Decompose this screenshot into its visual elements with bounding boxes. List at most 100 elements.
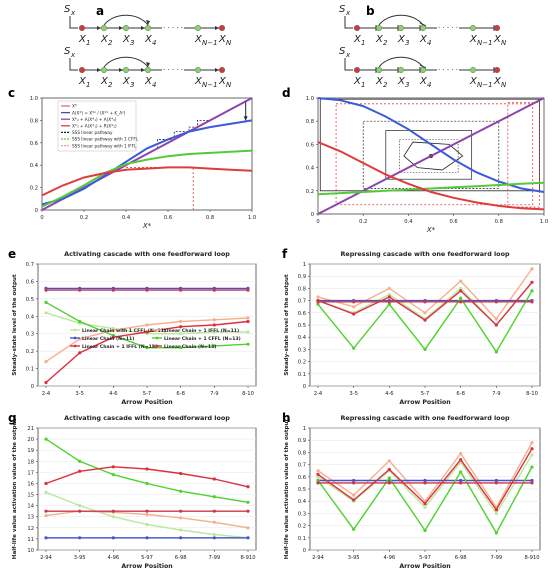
series-point [111,335,115,339]
node-label: X [419,34,428,45]
x-tick-label: 5-97 [419,555,431,561]
x-tick-label: 7-9 [210,391,218,397]
arrow-head [97,68,101,72]
x-tick-label: 5-7 [421,391,429,397]
legend-label: X*₃ + A(X*₁) + R(X*₂) [72,124,117,129]
x-tick-label: 0.8 [206,215,214,221]
series-point [246,330,250,334]
chain-ellipsis: · · · · · [438,24,458,32]
y-axis-label: Half-life value activation value of the … [284,418,290,559]
series-point [179,288,183,292]
node-label: X [353,34,362,45]
series-point [352,346,356,350]
series-point [179,528,183,532]
node-label: X [469,34,478,45]
input-label: S [339,4,346,15]
y-tick-label: 18 [27,459,34,465]
repression-bar [419,64,427,69]
x-tick-label: 8-10 [526,391,538,397]
series-point [316,300,320,304]
panel-letter-f: f [282,247,288,261]
legend-label: Linear Chain + 1 IFFL (N=13) [82,344,157,350]
cascade-node [218,25,225,32]
x-tick-label: 7-99 [490,555,502,561]
node-label: X [397,76,406,87]
x-tick-label: 6-98 [455,555,467,561]
series-point [212,536,216,540]
input-subscript: x [70,51,76,59]
x-tick-label: 5-7 [143,391,151,397]
y-tick-label: 0.9 [298,274,306,280]
y-tick-label: 0.1 [298,536,306,542]
series-point [212,509,216,513]
x-tick-label: 1.0 [540,219,548,225]
series-point [111,465,115,469]
series-point [494,481,498,485]
series-point [494,350,498,354]
x-tick-label: 8-10 [242,391,254,397]
panel-letter-b: b [366,4,375,18]
node-label: X [144,76,153,87]
series-point [44,311,48,315]
panel-letter-h: h [282,411,291,425]
series-point [179,536,183,540]
series-point [352,498,356,502]
node-subscript: N−1 [477,39,493,47]
y-tick-label: 1.0 [306,96,314,102]
series-point [246,536,250,540]
series-point [44,360,48,364]
iteration-box [385,130,473,180]
panel-letter-a: a [96,4,104,18]
feedforward-arc [378,56,424,68]
x-tick-label: 3-95 [74,555,86,561]
arrow-head [215,26,219,30]
legend-label: X*₂ + A(X*₁) + A(X*₂) [72,117,117,122]
series-point [387,300,391,304]
series-point [459,470,463,474]
y-tick-label: 10 [27,548,34,554]
series-point [246,485,250,489]
x-tick-label: 2-94 [312,555,324,561]
y-tick-label: 1.0 [30,96,38,102]
arrow-head [243,116,248,121]
series-point [530,280,534,284]
plot-g: Activating cascade with one feedforward … [12,414,257,570]
y-axis-label: Steady-state level of the output [284,274,290,376]
y-tick-label: 0.4 [306,166,315,172]
iteration-staircase [157,120,210,149]
legend-box [57,100,137,152]
series-point [423,300,427,304]
series-point [44,300,48,304]
y-tick-label: 0.2 [298,360,306,366]
series-point [316,481,320,485]
node-label: X [100,76,109,87]
series-point [78,459,82,463]
y-tick-label: 0.6 [306,142,314,148]
series-point [423,528,427,533]
series-point [145,288,149,292]
x-tick-label: 0.4 [404,219,413,225]
series-point [145,536,149,540]
x-axis-label: Arrow Position [399,399,450,406]
series-point [111,472,115,477]
x-tick-label: 2-4 [314,391,323,397]
feedforward-arc [103,56,149,68]
legend-label: Linear Chain + 1 IFFL (N=11) [164,328,239,334]
series-point [78,504,82,508]
arrow-head [141,26,145,30]
node-subscript: N [501,81,507,89]
series-point [423,481,427,485]
cascade-node [122,25,129,32]
y-tick-label: 0.3 [298,511,306,517]
y-tick-label: 0.1 [298,372,306,378]
y-tick-label: 0.2 [30,186,38,192]
x-tick-label: 3-5 [349,391,357,397]
plot-d: 0 0.2 0.4 0.6 0.8 1.0 0 0.2 0.4 0.6 0.8 1.0 X* [306,96,548,234]
cascade-node [144,66,151,73]
y-tick-label: 0.4 [30,163,39,169]
series-point [352,527,356,531]
plot-e: Activating cascade with one feedforward … [12,250,257,406]
node-label: X [122,34,131,45]
x-tick-label: 0 [40,215,43,221]
